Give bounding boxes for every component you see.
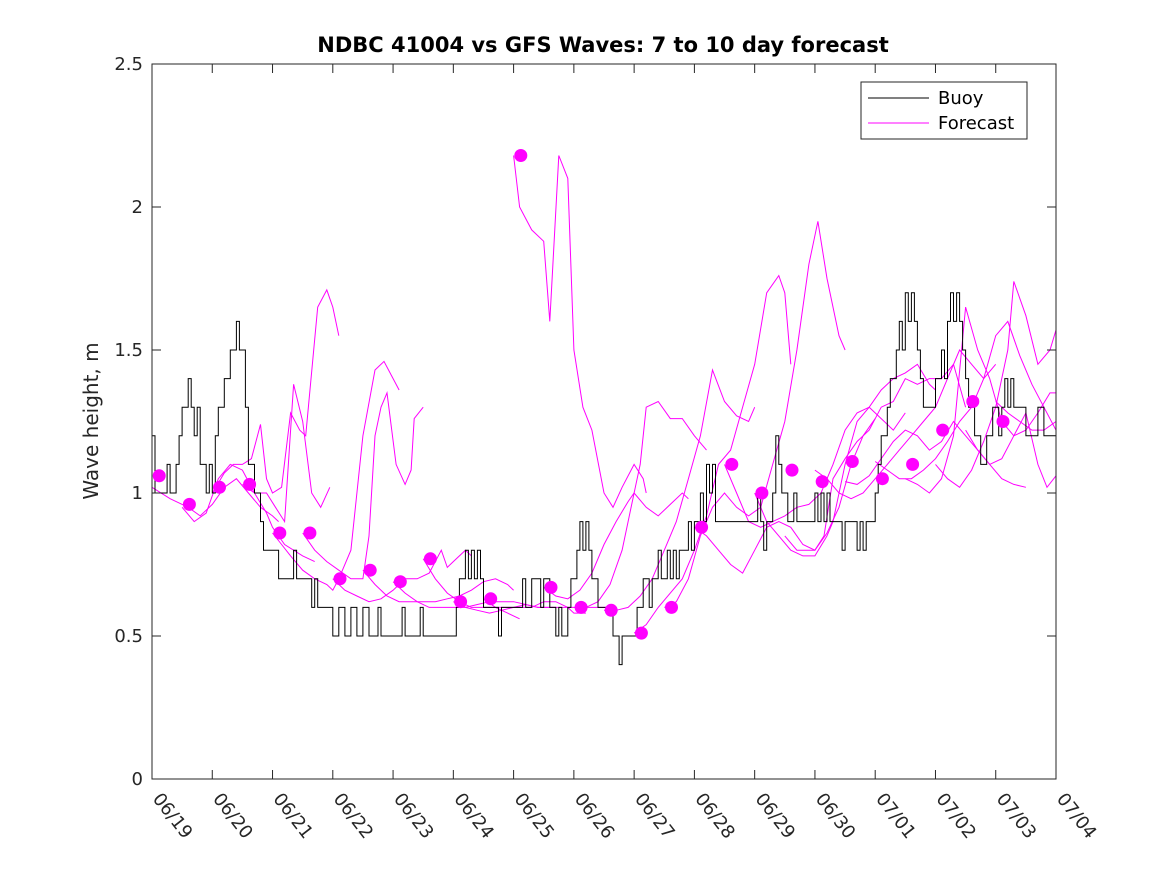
forecast-marker-18 [665, 600, 678, 614]
legend: Buoy Forecast [860, 81, 1028, 140]
y-tick-label: 2.5 [114, 54, 143, 75]
forecast-lines [151, 155, 1057, 634]
forecast-line-8 [362, 569, 514, 603]
x-tick-label: 06/30 [811, 789, 859, 843]
forecast-marker-5 [273, 526, 287, 540]
y-tick-label: 1.5 [114, 340, 143, 361]
y-axis-ticks: 0 0.5 1 1.5 2 2.5 [114, 54, 1056, 790]
x-tick-label: 06/25 [510, 789, 558, 843]
forecast-marker-17 [634, 626, 648, 640]
x-tick-label: 06/29 [751, 789, 799, 843]
x-tick-label: 06/26 [570, 789, 618, 843]
forecast-line-6 [302, 390, 424, 580]
forecast-line-17 [633, 274, 792, 634]
forecast-marker-29 [996, 415, 1010, 428]
forecast-line-26 [905, 306, 1056, 494]
forecast-line-16 [604, 368, 756, 611]
x-tick-label: 06/23 [389, 789, 437, 843]
forecast-marker-8 [363, 563, 377, 577]
forecast-marker-9 [393, 575, 407, 589]
forecast-line-5 [272, 360, 400, 592]
y-tick-label: 0.5 [114, 626, 143, 647]
forecast-marker-3 [213, 480, 226, 494]
x-tick-label: 07/01 [871, 789, 919, 843]
forecast-line-7 [332, 548, 472, 603]
legend-forecast-label: Forecast [938, 113, 1014, 134]
forecast-marker-16 [604, 603, 618, 617]
forecast-marker-21 [755, 486, 769, 500]
legend-buoy-label: Buoy [938, 88, 984, 109]
buoy-line [152, 292, 1057, 666]
forecast-marker-11 [454, 595, 468, 609]
y-tick-label: 2 [132, 197, 143, 218]
x-tick-label: 06/24 [449, 789, 497, 843]
forecast-marker-27 [936, 423, 950, 437]
forecast-marker-14 [544, 580, 558, 594]
forecast-line-3 [211, 288, 340, 494]
x-tick-label: 06/27 [630, 789, 678, 843]
y-tick-label: 1 [132, 483, 143, 504]
x-tick-label: 06/19 [148, 789, 196, 843]
forecast-line-13 [513, 155, 647, 509]
forecast-marker-13 [514, 149, 528, 162]
forecast-marker-15 [574, 600, 588, 614]
x-tick-label: 07/02 [932, 789, 980, 843]
forecast-marker-20 [725, 457, 739, 471]
x-tick-label: 06/21 [269, 789, 317, 843]
forecast-marker-4 [243, 477, 257, 491]
x-tick-label: 07/04 [1052, 789, 1100, 843]
forecast-marker-2 [182, 497, 196, 511]
x-tick-label: 06/22 [329, 789, 377, 843]
buoy-series [152, 292, 1057, 666]
chart-title: NDBC 41004 vs GFS Waves: 7 to 10 day for… [317, 33, 888, 57]
forecast-line-21 [754, 363, 936, 557]
forecast-marker-26 [906, 457, 920, 471]
forecast-line-24 [844, 420, 1027, 488]
x-tick-label: 06/20 [208, 789, 256, 843]
legend-box [860, 81, 1028, 140]
forecast-marker-10 [423, 552, 437, 566]
forecast-line-19 [694, 418, 876, 574]
forecast-marker-7 [333, 572, 347, 586]
forecast-marker-6 [303, 526, 317, 540]
forecast-markers [152, 149, 1010, 640]
forecast-marker-24 [845, 455, 859, 468]
forecast-line-27 [935, 281, 1057, 488]
forecast-marker-28 [966, 395, 980, 408]
y-axis-label: Wave height, m [79, 342, 103, 499]
forecast-marker-1 [152, 469, 166, 483]
forecast-line-15 [573, 400, 707, 608]
x-tick-label: 06/28 [690, 789, 738, 843]
forecast-marker-23 [815, 475, 829, 489]
forecast-line-14 [543, 492, 689, 600]
forecast-marker-25 [875, 472, 889, 486]
forecast-line-28 [965, 411, 1057, 489]
forecast-line-22 [784, 363, 967, 551]
x-tick-label: 07/03 [992, 789, 1040, 843]
forecast-marker-12 [484, 592, 498, 606]
y-tick-label: 0 [132, 769, 143, 790]
x-axis-ticks: 06/19 06/20 06/21 06/22 06/23 06/24 06/25 06/26… [148, 64, 1101, 843]
plot-area-border [151, 63, 1057, 780]
forecast-marker-22 [785, 463, 799, 477]
forecast-marker-19 [695, 520, 709, 534]
